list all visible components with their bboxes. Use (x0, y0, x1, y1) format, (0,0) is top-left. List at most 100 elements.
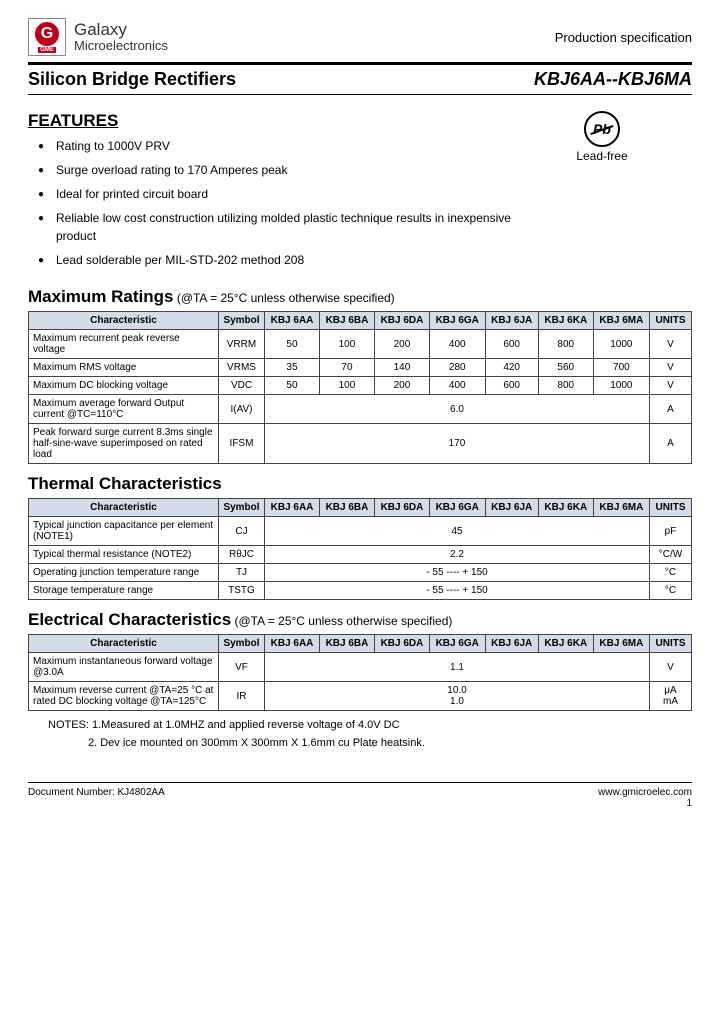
table-row: Maximum RMS voltageVRMS35701402804205607… (29, 359, 692, 377)
col-part: KBJ 6JA (485, 499, 538, 517)
company-line2: Microelectronics (74, 39, 168, 53)
production-spec-label: Production specification (555, 30, 692, 45)
feature-item: Rating to 1000V PRV (38, 137, 512, 155)
table-row: Typical junction capacitance per element… (29, 517, 692, 546)
table-row: Maximum instantaneous forward voltage @3… (29, 653, 692, 682)
cell-characteristic: Maximum reverse current @TA=25 °C at rat… (29, 682, 219, 711)
col-part: KBJ 6DA (374, 312, 429, 330)
cell-symbol: TSTG (219, 582, 265, 600)
cell-symbol: TJ (219, 564, 265, 582)
note-1: NOTES: 1.Measured at 1.0MHZ and applied … (48, 717, 692, 735)
notes-block: NOTES: 1.Measured at 1.0MHZ and applied … (48, 717, 692, 752)
col-characteristic: Characteristic (29, 312, 219, 330)
col-symbol: Symbol (219, 635, 265, 653)
cell-value-span: 2.2 (265, 546, 650, 564)
cell-unit: pF (650, 517, 692, 546)
col-part: KBJ 6JA (485, 312, 538, 330)
col-part: KBJ 6DA (374, 635, 429, 653)
doc-number: Document Number: KJ4802AA (28, 787, 165, 798)
cell-value: 600 (485, 377, 538, 395)
feature-item: Surge overload rating to 170 Amperes pea… (38, 161, 512, 179)
logo-block: G GME Galaxy Microelectronics (28, 18, 168, 56)
cell-value-span: 6.0 (265, 395, 650, 424)
col-characteristic: Characteristic (29, 635, 219, 653)
cell-value: 600 (485, 330, 538, 359)
maxratings-note: (@TA = 25°C unless otherwise specified) (173, 291, 394, 305)
footer-rule (28, 782, 692, 783)
electrical-table: Characteristic Symbol KBJ 6AA KBJ 6BA KB… (28, 634, 692, 711)
maxratings-heading: Maximum Ratings (@TA = 25°C unless other… (28, 287, 692, 307)
cell-characteristic: Maximum RMS voltage (29, 359, 219, 377)
col-part: KBJ 6MA (593, 312, 649, 330)
part-range: KBJ6AA--KBJ6MA (534, 69, 692, 90)
cell-unit: μAmA (650, 682, 692, 711)
table-row: Typical thermal resistance (NOTE2)RθJC2.… (29, 546, 692, 564)
thermal-heading: Thermal Characteristics (28, 474, 692, 494)
rule-thick (28, 62, 692, 65)
col-part: KBJ 6GA (429, 312, 485, 330)
feature-item: Lead solderable per MIL-STD-202 method 2… (38, 251, 512, 269)
cell-value: 560 (538, 359, 593, 377)
thermal-table: Characteristic Symbol KBJ 6AA KBJ 6BA KB… (28, 498, 692, 600)
features-heading: FEATURES (28, 111, 512, 131)
cell-value: 50 (265, 377, 320, 395)
cell-value-span: 45 (265, 517, 650, 546)
cell-characteristic: Operating junction temperature range (29, 564, 219, 582)
cell-value: 400 (429, 330, 485, 359)
col-part: KBJ 6BA (319, 635, 374, 653)
cell-unit: °C (650, 564, 692, 582)
table-row: Operating junction temperature rangeTJ- … (29, 564, 692, 582)
table-row: Maximum DC blocking voltageVDC5010020040… (29, 377, 692, 395)
cell-characteristic: Maximum DC blocking voltage (29, 377, 219, 395)
cell-characteristic: Storage temperature range (29, 582, 219, 600)
col-part: KBJ 6MA (593, 635, 649, 653)
col-units: UNITS (650, 635, 692, 653)
leadfree-badge: Pb Lead-free (512, 103, 692, 277)
cell-value: 800 (538, 377, 593, 395)
cell-unit: °C/W (650, 546, 692, 564)
cell-characteristic: Maximum instantaneous forward voltage @3… (29, 653, 219, 682)
footer-url: www.gmicroelec.com (598, 787, 692, 798)
cell-unit: V (650, 653, 692, 682)
cell-value: 280 (429, 359, 485, 377)
cell-value: 35 (265, 359, 320, 377)
cell-value-span: - 55 ---- + 150 (265, 564, 650, 582)
cell-value-span: 170 (265, 424, 650, 464)
cell-characteristic: Maximum recurrent peak reverse voltage (29, 330, 219, 359)
col-part: KBJ 6BA (319, 499, 374, 517)
cell-symbol: I(AV) (219, 395, 265, 424)
cell-value: 1000 (593, 330, 649, 359)
cell-value: 1000 (593, 377, 649, 395)
cell-value: 100 (319, 330, 374, 359)
cell-value: 50 (265, 330, 320, 359)
cell-symbol: VF (219, 653, 265, 682)
features-list: Rating to 1000V PRV Surge overload ratin… (28, 137, 512, 269)
cell-value: 70 (319, 359, 374, 377)
cell-unit: V (650, 359, 692, 377)
cell-symbol: VRMS (219, 359, 265, 377)
cell-value: 700 (593, 359, 649, 377)
cell-value: 800 (538, 330, 593, 359)
footer-row: Document Number: KJ4802AA www.gmicroelec… (28, 787, 692, 798)
col-part: KBJ 6KA (538, 312, 593, 330)
col-part: KBJ 6MA (593, 499, 649, 517)
col-part: KBJ 6GA (429, 499, 485, 517)
cell-value: 200 (374, 330, 429, 359)
col-part: KBJ 6JA (485, 635, 538, 653)
col-symbol: Symbol (219, 312, 265, 330)
col-characteristic: Characteristic (29, 499, 219, 517)
col-part: KBJ 6AA (265, 635, 320, 653)
feature-item: Reliable low cost construction utilizing… (38, 209, 512, 245)
maxratings-table: Characteristic Symbol KBJ 6AA KBJ 6BA KB… (28, 311, 692, 464)
maxratings-title: Maximum Ratings (28, 287, 173, 306)
logo-g-icon: G (35, 22, 59, 46)
col-part: KBJ 6GA (429, 635, 485, 653)
cell-symbol: VDC (219, 377, 265, 395)
col-units: UNITS (650, 312, 692, 330)
col-symbol: Symbol (219, 499, 265, 517)
col-part: KBJ 6KA (538, 499, 593, 517)
feature-item: Ideal for printed circuit board (38, 185, 512, 203)
table-row: Storage temperature rangeTSTG- 55 ---- +… (29, 582, 692, 600)
col-part: KBJ 6KA (538, 635, 593, 653)
company-name: Galaxy Microelectronics (74, 21, 168, 54)
